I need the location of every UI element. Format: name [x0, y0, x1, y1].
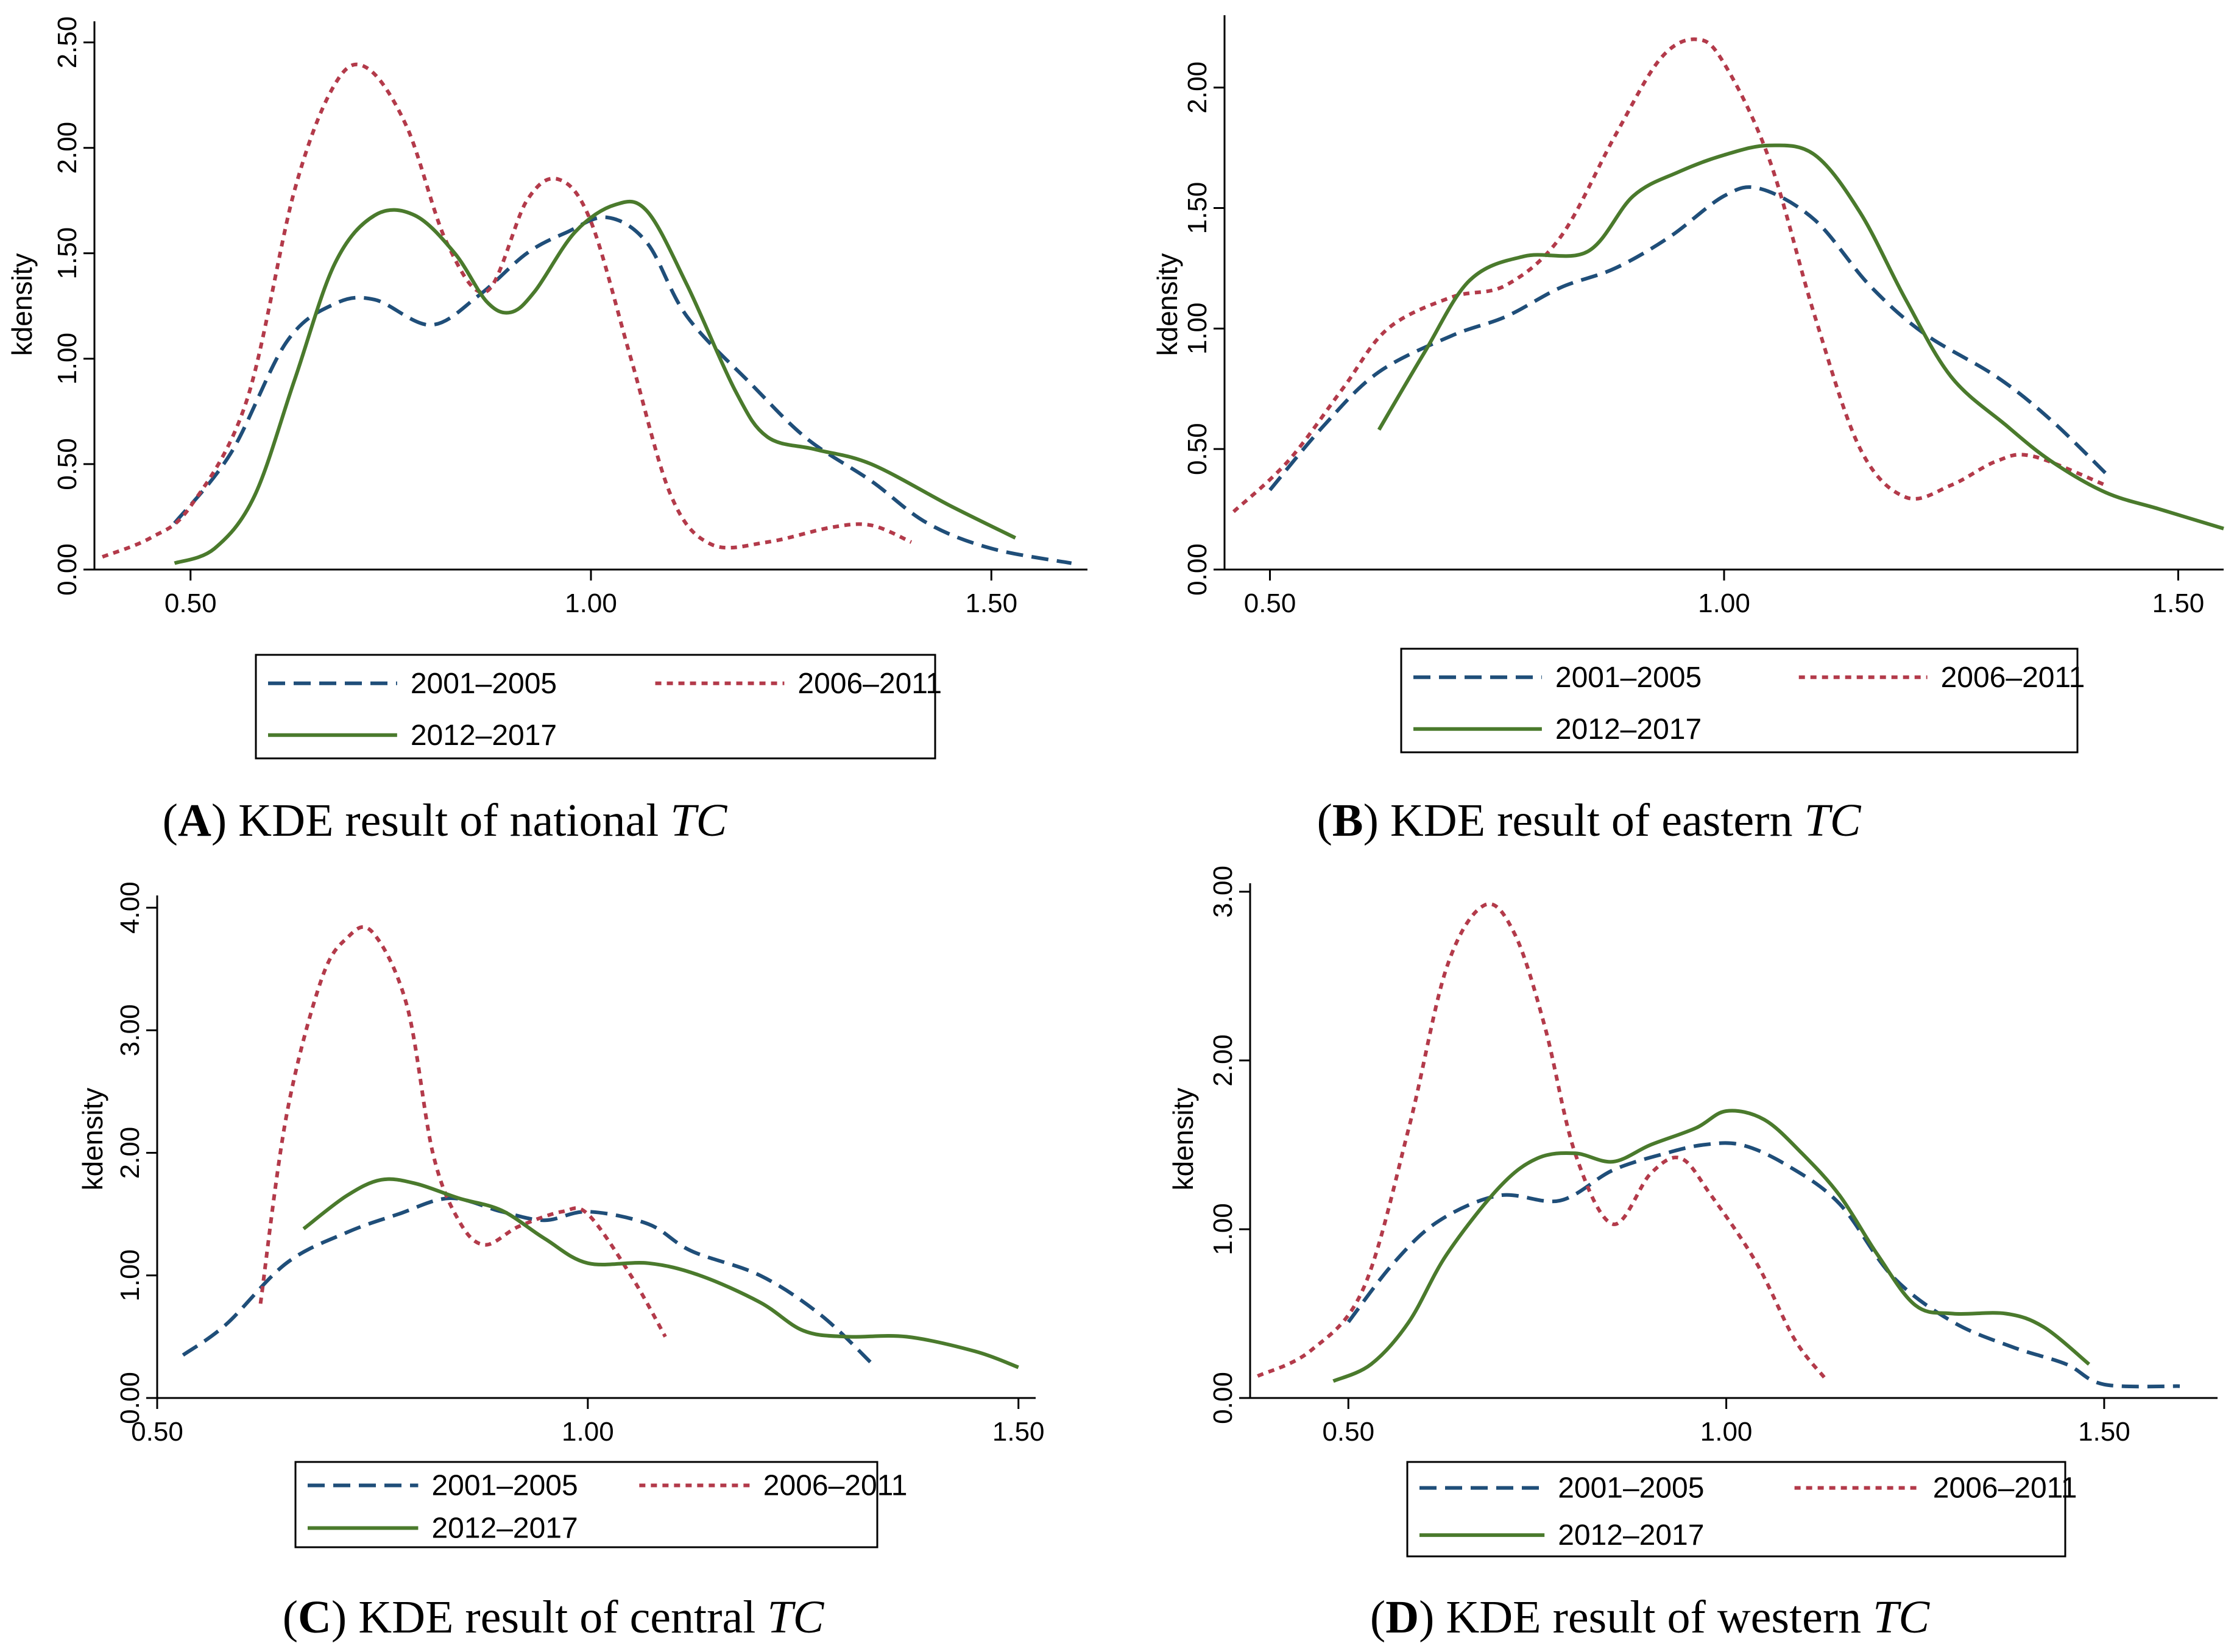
panel-d-x-tick-label: 1.50: [2078, 1417, 2130, 1447]
panel-c-y-tick-label: 2.00: [115, 1127, 145, 1179]
panel-b-legend-label: 2012–2017: [1555, 713, 1702, 746]
panel-c-x-tick-label: 0.50: [131, 1417, 183, 1447]
panel-c-y-tick-label: 0.00: [115, 1372, 145, 1424]
panel-c-legend-box: [294, 1461, 878, 1548]
panel-c-legend-label: 2012–2017: [431, 1513, 578, 1545]
panel-d-legend-box: [1406, 1461, 2066, 1558]
panel-a-legend-label: 2001–2005: [411, 668, 557, 700]
panel-b-legend-label: 2006–2011: [1941, 662, 2085, 694]
panel-d-legend-label: 2001–2005: [1558, 1472, 1704, 1505]
panel-a-series-2012-2017: [174, 199, 1017, 565]
panel-d: 0.00 1.00 2.00 3.00 0.50 1.00 1.50 kdensity 20…: [1167, 866, 2218, 1643]
panel-b-series-2012-2017: [1377, 143, 2224, 531]
panel-a-x-tick-label: 1.50: [965, 588, 1017, 618]
panel-a-plot: 0.00 0.50 1.00 1.50 2.00 2.50 0.50 1.00 1.50: [52, 16, 1087, 618]
panel-c-x-tick-label: 1.00: [562, 1417, 614, 1447]
panel-b-y-axis-title: kdensity: [1151, 253, 1183, 356]
panel-b-plot: 0.00 0.50 1.00 1.50 2.00 0.50 1.00 1.50: [1182, 15, 2224, 618]
panel-d-x-tick-label: 0.50: [1322, 1417, 1374, 1447]
panel-d-series-2012-2017: [1332, 1109, 2091, 1383]
panel-d-y-tick-label: 3.00: [1208, 866, 1238, 918]
panel-d-x-tick-label: 1.00: [1700, 1417, 1753, 1447]
panel-c-y-tick-label: 3.00: [115, 1004, 145, 1057]
panel-a-legend-label: 2006–2011: [797, 668, 942, 700]
panel-a-x-tick-label: 0.50: [164, 588, 217, 618]
panel-b-y-tick-label: 1.50: [1182, 182, 1212, 235]
panel-c-y-tick-label: 1.00: [115, 1249, 145, 1302]
panel-a-y-tick-label: 1.00: [52, 333, 82, 385]
panel-d-series-2001-2005: [1346, 1141, 2180, 1389]
panel-a-legend-box: [255, 654, 936, 760]
panel-a-y-tick-label: 2.50: [52, 16, 82, 69]
panel-c-series-2012-2017: [302, 1177, 1019, 1369]
panel-a-y-axis-title: kdensity: [6, 253, 38, 356]
panel-b-series-2006-2011: [1232, 37, 2107, 514]
panel-d-plot: 0.00 1.00 2.00 3.00 0.50 1.00 1.50: [1208, 866, 2218, 1447]
panel-b-caption: (B) KDE result of eastern TC: [1317, 795, 1862, 846]
panel-d-y-tick-label: 2.00: [1208, 1034, 1238, 1087]
panel-a-series-2006-2011: [102, 62, 913, 559]
panel-d-y-axis-title: kdensity: [1167, 1088, 1199, 1191]
panel-a-legend-label: 2012–2017: [411, 719, 557, 752]
panel-d-y-tick-label: 1.00: [1208, 1203, 1238, 1255]
panel-d-y-tick-label: 0.00: [1208, 1372, 1238, 1424]
panel-d-legend-label: 2012–2017: [1558, 1519, 1704, 1551]
panel-b-x-tick-label: 0.50: [1244, 588, 1296, 618]
panel-c-series-2001-2005: [182, 1196, 874, 1365]
panel-b-series-2001-2005: [1268, 185, 2107, 492]
panel-c-y-tick-label: 4.00: [115, 881, 145, 934]
panel-c-legend: 2001–2005 2006–2011 2012–2017: [294, 1461, 908, 1548]
panel-c-legend-label: 2001–2005: [431, 1470, 578, 1502]
panel-d-legend-label: 2006–2011: [1933, 1472, 2077, 1505]
panel-b-x-tick-label: 1.00: [1698, 588, 1750, 618]
panel-b-y-tick-label: 0.50: [1182, 423, 1212, 475]
panel-a-y-tick-label: 1.50: [52, 227, 82, 280]
panel-c: 0.00 1.00 2.00 3.00 4.00 0.50 1.00 1.50 kdensit…: [77, 881, 1045, 1643]
panel-b-x-tick-label: 1.50: [2152, 588, 2205, 618]
panel-c-y-axis-title: kdensity: [77, 1088, 108, 1191]
panel-a-legend: 2001–2005 2006–2011 2012–2017: [255, 654, 942, 760]
panel-a-y-tick-label: 0.50: [52, 438, 82, 490]
panel-a: 0.00 0.50 1.00 1.50 2.00 2.50 0.50 1.00 1.50 kde…: [6, 16, 1087, 846]
panel-a-y-tick-label: 2.00: [52, 122, 82, 174]
panel-b-legend-box: [1400, 648, 2079, 754]
panel-a-caption: (A) KDE result of national TC: [163, 795, 728, 846]
panel-c-legend-label: 2006–2011: [763, 1470, 908, 1502]
panel-a-series-2001-2005: [173, 215, 1072, 565]
panel-a-x-tick-label: 1.00: [565, 588, 617, 618]
panel-b-legend-label: 2001–2005: [1555, 662, 1702, 694]
panel-b-y-tick-label: 2.00: [1182, 62, 1212, 114]
panel-d-series-2006-2011: [1257, 902, 1826, 1379]
panel-c-caption: (C) KDE result of central TC: [283, 1592, 825, 1643]
panel-b: 0.00 0.50 1.00 1.50 2.00 0.50 1.00 1.50 kdensit…: [1151, 15, 2224, 846]
panel-c-series-2006-2011: [258, 925, 667, 1338]
panel-c-plot: 0.00 1.00 2.00 3.00 4.00 0.50 1.00 1.50: [115, 881, 1045, 1447]
panel-d-caption: (D) KDE result of western TC: [1370, 1592, 1931, 1643]
panel-d-legend: 2001–2005 2006–2011 2012–2017: [1406, 1461, 2077, 1558]
panel-b-y-tick-label: 0.00: [1182, 543, 1212, 596]
panel-b-y-tick-label: 1.00: [1182, 303, 1212, 355]
panel-b-legend: 2001–2005 2006–2011 2012–2017: [1400, 648, 2085, 754]
panel-c-x-tick-label: 1.50: [992, 1417, 1045, 1447]
panel-a-y-tick-label: 0.00: [52, 543, 82, 596]
